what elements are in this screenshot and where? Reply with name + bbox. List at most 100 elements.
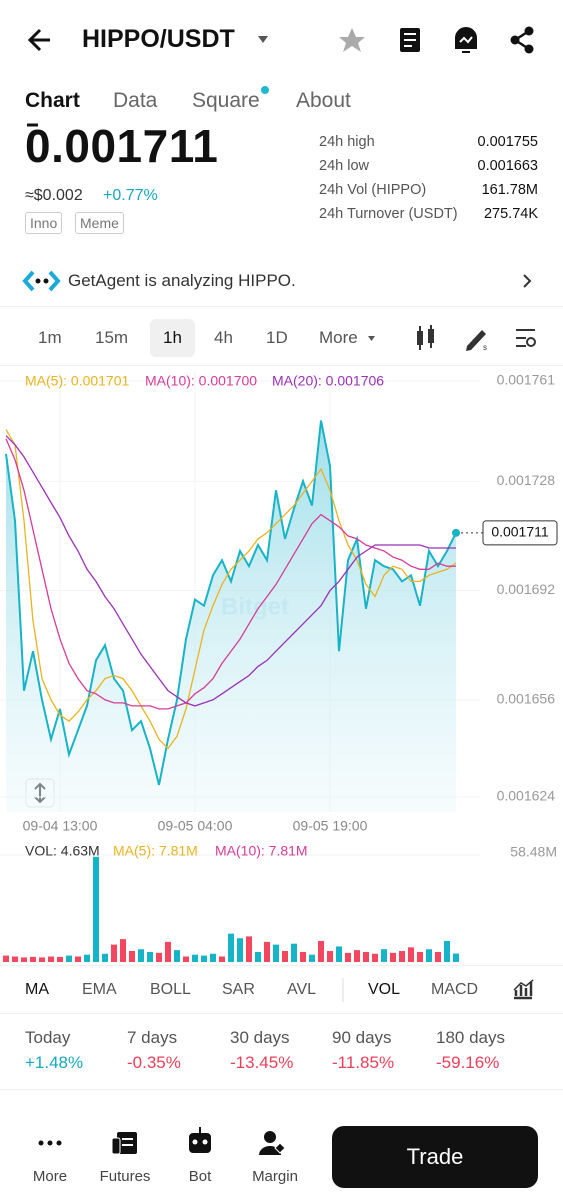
divider (0, 306, 563, 307)
y-tick-label: 58.48M (510, 844, 557, 860)
volume-bar (282, 951, 288, 962)
volume-bar (39, 957, 45, 962)
volume-bar (57, 956, 63, 962)
indicator[interactable]: BOLL (150, 981, 191, 998)
volume-bar (111, 944, 117, 962)
price-line (5, 420, 457, 786)
tab[interactable]: Chart (25, 89, 80, 112)
period: 180 days (436, 1028, 505, 1047)
tab[interactable]: About (296, 89, 351, 112)
futures-icon[interactable] (111, 1132, 137, 1155)
interval[interactable]: 15m (95, 328, 129, 347)
volume-bar (129, 951, 135, 962)
stat-value: 275.74K (483, 206, 538, 222)
settings-icon[interactable] (516, 329, 536, 347)
volume-bar (201, 955, 207, 962)
bot-icon[interactable] (189, 1127, 211, 1153)
legend-entry: MA(20): 0.001706 (272, 373, 384, 389)
ma-line (5, 438, 456, 710)
trade-button[interactable]: Trade (332, 1126, 538, 1188)
more-caret[interactable] (368, 336, 375, 341)
volume-bar (264, 941, 270, 962)
period: Today (25, 1028, 71, 1047)
y-tick-label: 0.001761 (497, 372, 556, 388)
period: 7 days (127, 1028, 178, 1047)
volume-bar (273, 944, 279, 962)
notification-dot (261, 86, 269, 94)
interval[interactable]: 4h (214, 328, 233, 347)
volume-bar (120, 939, 126, 962)
legend-entry: MA(5): 7.81M (113, 843, 198, 859)
divider (0, 1013, 563, 1014)
volume-bar (453, 953, 459, 962)
volume-bar (255, 951, 261, 962)
stat-value: 0.001663 (477, 158, 538, 174)
volume-bar (75, 956, 81, 962)
period-change: -11.85% (332, 1053, 395, 1072)
volume-bar (12, 956, 18, 962)
volume-bar (84, 954, 90, 962)
volume-bar (345, 952, 351, 962)
indicator-settings-icon[interactable] (513, 979, 534, 1000)
margin-icon[interactable] (259, 1131, 286, 1155)
interval[interactable]: 1D (266, 328, 288, 347)
interval[interactable]: 1m (38, 328, 62, 347)
candle-icon[interactable] (417, 325, 434, 350)
alert-icon-mark (459, 36, 473, 44)
indicator[interactable]: MACD (431, 981, 479, 998)
volume-bar (246, 936, 252, 962)
agent-icon (22, 270, 61, 292)
volume-bar (444, 940, 450, 962)
volume-bar (300, 951, 306, 962)
more-icon[interactable] (38, 1140, 62, 1146)
volume-bar (399, 951, 405, 962)
volume-bar (174, 950, 180, 962)
legend-entry: MA(5): 0.001701 (25, 373, 129, 389)
favorite-icon[interactable] (339, 28, 365, 52)
indicator[interactable]: SAR (222, 981, 255, 998)
period-change: -13.45% (230, 1053, 294, 1072)
notes-icon-lines (404, 33, 416, 47)
volume-bar (291, 943, 297, 962)
y-tick-label: 0.001728 (497, 472, 556, 488)
legend-entry: MA(10): 0.001700 (145, 373, 257, 389)
pair-title[interactable]: HIPPO/USDT (82, 25, 235, 53)
volume-bar (219, 956, 225, 962)
interval[interactable]: 1h (163, 328, 182, 347)
indicator[interactable]: EMA (82, 981, 117, 998)
volume-bar (318, 940, 324, 962)
divider (0, 1089, 563, 1090)
period: 30 days (230, 1028, 290, 1047)
draw-icon[interactable]: s (466, 330, 487, 352)
interval[interactable]: More (319, 328, 358, 347)
volume-bar (156, 952, 162, 962)
ma-line (5, 435, 456, 707)
back-icon[interactable] (27, 28, 50, 52)
nav-label[interactable]: More (32, 1168, 68, 1185)
volume-bar (336, 946, 342, 962)
nav-label[interactable]: Futures (99, 1168, 151, 1185)
tag: Meme (75, 212, 124, 234)
indicator[interactable]: MA (25, 981, 49, 998)
share-icon[interactable] (510, 26, 534, 54)
nav-label[interactable]: Bot (188, 1168, 212, 1185)
tab[interactable]: Square (192, 89, 260, 112)
volume-bar (147, 951, 153, 962)
volume-bar (228, 933, 234, 962)
tab[interactable]: Data (113, 89, 158, 112)
volume-bar (138, 949, 144, 962)
y-tick-label: 0.001656 (497, 691, 556, 707)
indicator[interactable]: VOL (368, 981, 401, 998)
chevron-icon[interactable] (523, 274, 532, 288)
volume-bar (183, 956, 189, 962)
agent-text[interactable]: GetAgent is analyzing HIPPO. (68, 271, 296, 290)
nav-label[interactable]: Margin (252, 1168, 298, 1185)
stat-label: 24h Turnover (USDT) (319, 206, 458, 222)
indicator[interactable]: AVL (287, 981, 317, 998)
usd-price: ≈$0.002 (25, 187, 83, 204)
dropdown-caret[interactable] (258, 36, 268, 43)
stat-label: 24h low (319, 158, 369, 174)
divider (0, 365, 563, 366)
volume-bar (21, 957, 27, 962)
